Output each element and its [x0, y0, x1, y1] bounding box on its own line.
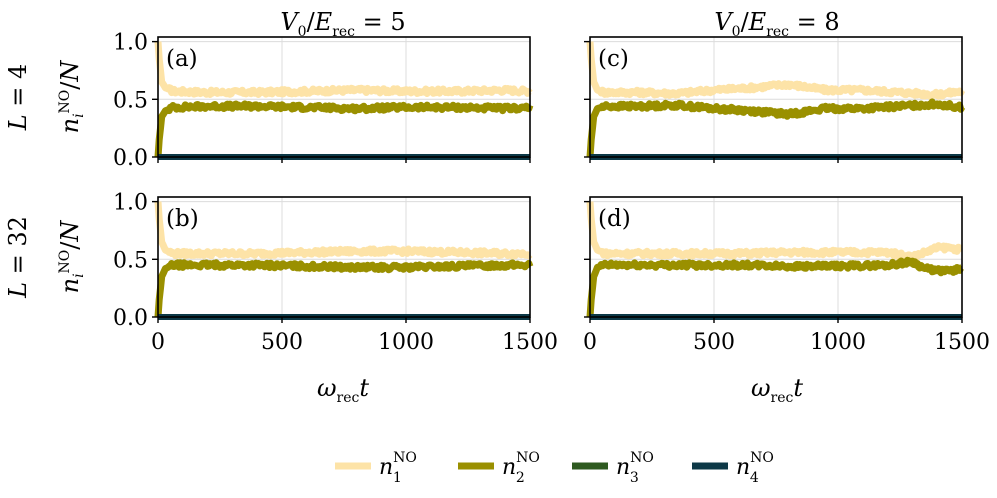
x-tick-label: 0: [151, 330, 165, 355]
x-tick-label: 500: [693, 330, 735, 355]
panel-label: (c): [598, 46, 629, 72]
ylabel-bottom: niNO/N: [56, 220, 87, 294]
series-line-1: [154, 201, 533, 260]
y-tick-label: 0.5: [113, 248, 148, 273]
y-tick-label: 1.0: [113, 31, 148, 56]
legend-entry-4: nNO 4: [692, 450, 774, 486]
y-tick-label: 1.0: [113, 191, 148, 216]
row-label-2: L = 32: [4, 216, 32, 299]
panel-c: (c): [584, 36, 966, 163]
panel-label: (b): [166, 206, 199, 232]
legend-label: nNO 3: [616, 450, 654, 486]
xlabel-right: ωrect: [751, 374, 803, 406]
panel-d: (d) 0 500 1000 1500: [583, 196, 990, 355]
series-line-1: [586, 201, 965, 263]
ylabel-top: niNO/N: [56, 60, 87, 134]
y-tick-label: 0.5: [113, 88, 148, 113]
x-tick-label: 0: [583, 330, 597, 355]
y-tick-label: 0.0: [113, 306, 148, 331]
series-line-2: [586, 256, 965, 318]
panel-frame: [157, 196, 531, 318]
legend-label: nNO 1: [379, 450, 417, 486]
legend-label: nNO 2: [502, 450, 540, 486]
column-title-2: V0/Erec = 8: [714, 8, 839, 40]
panel-a: (a) 0.0 0.5 1.0: [113, 31, 534, 171]
panel-label: (a): [166, 46, 198, 72]
x-tick-label: 1500: [502, 330, 558, 355]
legend-label: nNO 4: [736, 450, 774, 486]
x-tick-label: 1000: [810, 330, 866, 355]
panel-frame: [589, 36, 963, 158]
legend-entry-1: nNO 1: [335, 450, 417, 486]
panel-label: (d): [598, 206, 631, 232]
series-line-1: [154, 41, 533, 98]
panel-frame: [157, 36, 531, 158]
legend-entry-3: nNO 3: [572, 450, 654, 486]
y-tick-label: 0.0: [113, 146, 148, 171]
column-title-1: V0/Erec = 5: [280, 8, 405, 40]
series-line-2: [154, 100, 534, 158]
x-tick-label: 1500: [934, 330, 990, 355]
x-tick-label: 500: [261, 330, 303, 355]
series-line-2: [586, 98, 966, 158]
panel-b: (b) 0.0 0.5 1.0 0 500 1000 1500: [113, 191, 558, 355]
xlabel-left: ωrect: [317, 374, 369, 406]
row-label-1: L = 4: [4, 64, 32, 132]
x-tick-label: 1000: [378, 330, 434, 355]
series-line-1: [586, 41, 966, 100]
legend: nNO 1 nNO 2 nNO 3 nNO 4: [335, 450, 774, 486]
series-line-2: [154, 259, 534, 318]
panels: (a)0.00.51.0(c)(b)0.00.51.00 500 1000 1500(…: [113, 31, 990, 355]
panel-frame: [589, 196, 963, 318]
legend-entry-2: nNO 2: [458, 450, 540, 486]
